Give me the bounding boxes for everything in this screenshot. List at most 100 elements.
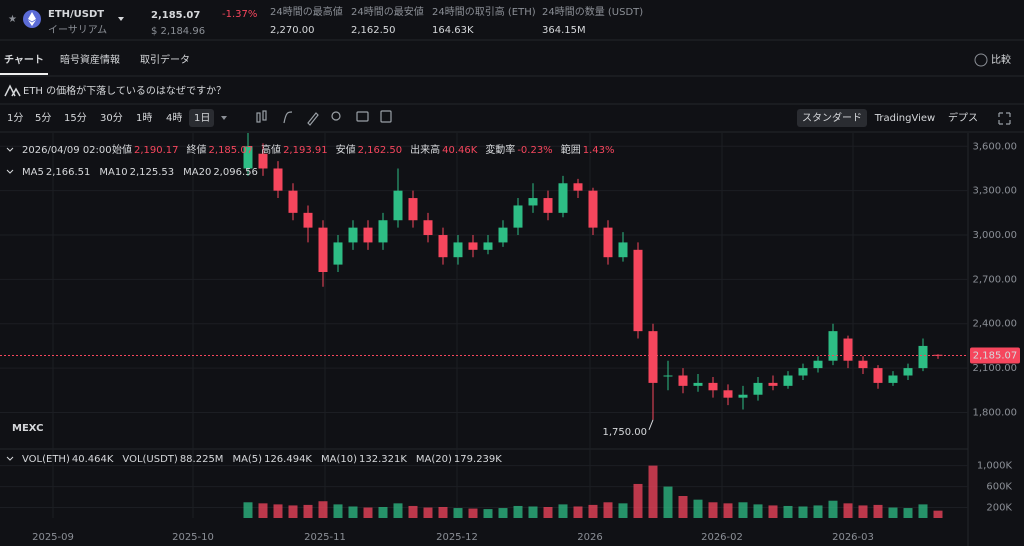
legend-value: 2,096.56 (213, 167, 258, 178)
volume-bar (693, 499, 703, 518)
interval[interactable]: 4時 (166, 112, 182, 124)
volume-bar (273, 504, 283, 518)
volume-bar (573, 506, 583, 518)
dropdown-icon[interactable] (118, 17, 124, 21)
candle-body (618, 242, 628, 258)
candle-body (843, 338, 853, 361)
candle-body (318, 227, 328, 272)
interval[interactable]: 1分 (7, 112, 23, 124)
view[interactable]: デプス (948, 111, 978, 124)
y-tick-label: 3,300.00 (972, 186, 1017, 197)
candle-body (363, 227, 373, 243)
y-tick-label: 2,100.00 (972, 363, 1017, 374)
candle-body (918, 345, 928, 369)
candle-body (783, 375, 793, 386)
volume-bar (498, 508, 508, 518)
collapse-icon (6, 169, 14, 174)
candle-body (903, 368, 913, 376)
volume-bar (243, 502, 253, 518)
view[interactable]: TradingView (874, 113, 935, 124)
interval[interactable]: 15分 (64, 112, 87, 124)
volume-bar (543, 507, 553, 518)
volume-bar (408, 505, 418, 518)
compare-icon[interactable] (974, 53, 988, 67)
interval[interactable]: 1日 (194, 113, 210, 124)
stat-value: 164.63K (432, 25, 474, 36)
legend-value: 2,125.53 (130, 167, 175, 178)
stat-label: 24時間の取引高 (ETH) (432, 5, 536, 18)
volume-bar (903, 508, 913, 518)
legend-value: 132.321K (359, 454, 407, 465)
price: 2,185.07 (151, 10, 200, 21)
view[interactable]: スタンダード (802, 111, 862, 124)
draw-icon[interactable] (307, 112, 319, 126)
x-tick-label: 2025-12 (436, 532, 478, 543)
candle-body (378, 220, 388, 243)
fullscreen-icon[interactable] (998, 112, 1011, 125)
volume-bar (843, 503, 853, 518)
candle-body (933, 354, 943, 356)
candle-body (723, 390, 733, 398)
candle-body (438, 235, 448, 258)
tab[interactable]: 取引データ (140, 53, 190, 66)
volume-bar (798, 506, 808, 518)
legend-label: MA(10) (321, 454, 357, 465)
legend-label: MA5 (22, 167, 44, 178)
legend-value: 2,190.17 (134, 145, 179, 156)
volume-bar (783, 505, 793, 518)
x-tick-label: 2026-02 (701, 532, 743, 543)
volume-bar (813, 505, 823, 518)
candle-body (603, 227, 613, 258)
fx-icon[interactable] (283, 111, 293, 124)
candle-icon[interactable] (262, 110, 267, 121)
legend-label: MA10 (99, 167, 127, 178)
candle-body (708, 382, 718, 391)
stat-value: 2,162.50 (351, 25, 396, 36)
compare[interactable]: 比較 (991, 53, 1011, 66)
interval[interactable]: 5分 (35, 112, 51, 124)
legend-value: 126.494K (264, 454, 312, 465)
volume-bar (453, 508, 463, 518)
legend-value: 40.46K (442, 145, 478, 156)
volume-bar (678, 496, 688, 518)
volume-tick-label: 600K (986, 482, 1012, 493)
volume-bar (558, 504, 568, 518)
candle-body (498, 227, 508, 243)
legend-label: VOL(USDT) (122, 454, 177, 465)
star-icon[interactable]: ★ (8, 14, 17, 25)
candle-body (813, 360, 823, 369)
volume-bar (438, 507, 448, 518)
candle-body (303, 212, 313, 228)
view-selected (797, 109, 867, 127)
tab[interactable]: チャート (4, 54, 44, 66)
volume-bar (258, 503, 268, 518)
interval[interactable]: 30分 (100, 112, 123, 124)
interval[interactable]: 1時 (136, 112, 152, 124)
volume-bar (663, 486, 673, 518)
volume-bar (738, 502, 748, 518)
volume-bar (753, 504, 763, 518)
volume-bar (708, 502, 718, 518)
toolbar-icons[interactable] (256, 110, 1011, 126)
candle-body (663, 375, 673, 377)
camera-icon[interactable] (356, 111, 369, 122)
interval-dropdown[interactable] (221, 116, 227, 120)
y-tick-label: 1,800.00 (972, 407, 1017, 418)
ai-icon (4, 84, 21, 97)
drop-icon[interactable] (331, 111, 341, 121)
volume-bar (393, 503, 403, 518)
candle-body (543, 198, 553, 213)
calendar-icon[interactable] (380, 110, 392, 123)
tab[interactable]: 暗号資産情報 (60, 53, 120, 66)
legend-label: 安値 (336, 143, 356, 156)
stat-label: 24時間の数量 (USDT) (542, 5, 643, 18)
stat-label: 24時間の最安値 (351, 5, 424, 18)
candle-body (828, 331, 838, 361)
last-price-tag (970, 347, 1020, 364)
legend-value: 2,162.50 (358, 145, 403, 156)
candle-icon[interactable] (256, 112, 261, 123)
legend-label: MA(20) (416, 454, 452, 465)
legend-value: 2,193.91 (283, 145, 328, 156)
eth-glyph (28, 12, 36, 26)
